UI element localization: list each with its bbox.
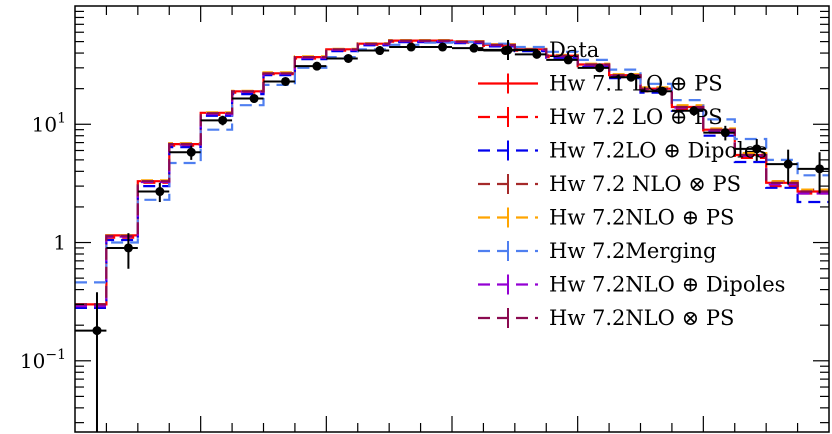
data-points-layer <box>75 42 829 432</box>
axes-frame <box>74 5 830 433</box>
data-marker <box>469 43 479 53</box>
data-marker <box>626 72 636 82</box>
legend-item: Hw 7.2 NLO ⊗ PS <box>478 172 741 196</box>
legend-label: Hw 7.2LO ⊕ Dipoles <box>549 139 767 163</box>
data-marker <box>532 49 542 59</box>
legend-label: Hw 7.1 LO ⊕ PS <box>549 72 723 96</box>
data-marker <box>218 115 228 125</box>
legend-label: Hw 7.2 NLO ⊗ PS <box>549 172 741 196</box>
data-marker <box>406 42 416 52</box>
data-point <box>263 76 295 86</box>
legend: Data Hw 7.1 LO ⊕ PS Hw 7.2 LO ⊕ PS Hw 7.2LO… <box>478 38 785 330</box>
data-point <box>797 152 829 194</box>
data-marker <box>815 164 825 174</box>
data-point <box>514 49 547 59</box>
data-marker <box>123 243 133 253</box>
data-marker <box>595 63 605 73</box>
data-marker <box>375 46 385 56</box>
data-point <box>169 145 201 160</box>
histogram-series-layer <box>75 39 829 309</box>
data-marker <box>752 144 762 154</box>
y-tick-labels: 10−1 1 101 <box>20 110 66 373</box>
y-tick-label: 1 <box>53 231 66 255</box>
legend-item: Hw 7.2NLO ⊗ PS <box>478 306 734 330</box>
data-marker <box>657 86 667 96</box>
data-point <box>671 106 704 116</box>
data-point <box>75 292 107 432</box>
y-tick-label: 101 <box>32 110 66 136</box>
legend-label: Hw 7.2NLO ⊕ PS <box>549 206 734 230</box>
legend-item: Hw 7.2NLO ⊕ Dipoles <box>478 273 785 297</box>
legend-label: Hw 7.2NLO ⊗ PS <box>549 306 734 330</box>
data-marker <box>280 76 290 86</box>
data-point <box>200 115 233 126</box>
legend-item: Hw 7.2LO ⊕ Dipoles <box>478 139 767 163</box>
data-marker <box>563 55 573 65</box>
legend-item: Hw 7.2 LO ⊕ PS <box>478 105 723 129</box>
data-marker <box>249 94 259 104</box>
data-marker <box>783 159 793 169</box>
data-point <box>734 139 767 161</box>
data-point <box>577 63 610 73</box>
data-point <box>106 233 138 269</box>
data-point <box>420 42 452 52</box>
series-7 <box>75 39 829 306</box>
legend-item: Hw 7.1 LO ⊕ PS <box>478 72 723 96</box>
data-point <box>389 42 421 52</box>
data-marker <box>438 42 448 52</box>
legend-label: Hw 7.2NLO ⊕ Dipoles <box>549 273 785 297</box>
legend-label: Data <box>549 38 599 62</box>
data-point <box>232 94 264 104</box>
data-marker <box>720 128 730 138</box>
legend-item: Data <box>478 38 599 62</box>
data-marker <box>689 106 699 116</box>
data-point <box>766 149 798 185</box>
y-tick-label: 10−1 <box>20 347 66 373</box>
data-point <box>294 61 327 71</box>
data-marker <box>312 61 322 71</box>
data-point <box>703 125 735 141</box>
data-point <box>609 72 641 82</box>
legend-dot <box>503 45 513 55</box>
data-point <box>326 53 358 63</box>
data-point <box>546 55 578 65</box>
data-marker <box>186 147 196 157</box>
legend-item: Hw 7.2NLO ⊕ PS <box>478 206 734 230</box>
legend-item: Hw 7.2Merging <box>478 239 716 263</box>
series-line-7 <box>75 39 829 306</box>
data-point <box>357 46 390 56</box>
legend-label: Hw 7.2 LO ⊕ PS <box>549 105 723 129</box>
data-marker <box>155 187 165 197</box>
legend-label: Hw 7.2Merging <box>549 239 716 263</box>
data-marker <box>343 53 353 63</box>
data-marker <box>92 326 102 336</box>
data-point <box>640 86 672 96</box>
data-point <box>137 182 170 203</box>
data-point <box>452 43 484 53</box>
